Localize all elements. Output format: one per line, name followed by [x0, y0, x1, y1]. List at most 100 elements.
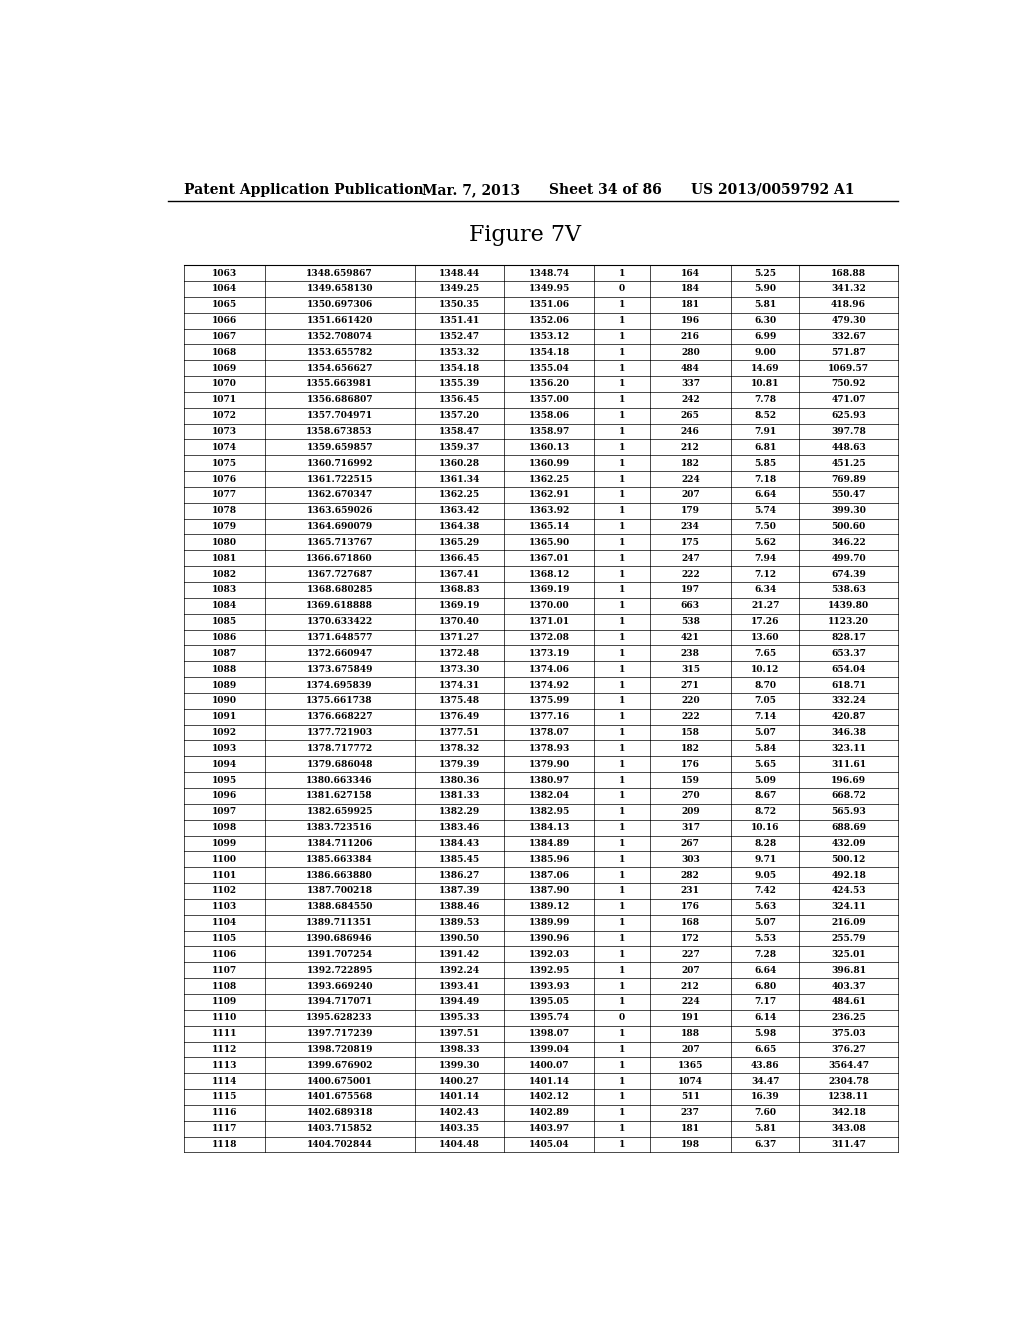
- Text: 1: 1: [618, 618, 625, 626]
- Text: 1116: 1116: [211, 1109, 237, 1117]
- Text: 16.39: 16.39: [751, 1093, 779, 1101]
- Text: 1351.661420: 1351.661420: [306, 315, 373, 325]
- Text: 1357.704971: 1357.704971: [306, 411, 373, 420]
- Text: 1: 1: [618, 554, 625, 562]
- Text: 1: 1: [618, 966, 625, 974]
- Text: 1106: 1106: [212, 950, 237, 958]
- Text: 1389.12: 1389.12: [528, 903, 570, 911]
- Text: 1364.38: 1364.38: [438, 523, 480, 531]
- Text: 1371.01: 1371.01: [528, 618, 569, 626]
- Text: 21.27: 21.27: [751, 602, 779, 610]
- Text: 484.61: 484.61: [831, 998, 866, 1006]
- Text: 1401.14: 1401.14: [528, 1077, 569, 1085]
- Text: 1405.04: 1405.04: [529, 1140, 569, 1148]
- Text: 181: 181: [681, 1125, 700, 1133]
- Text: 1349.95: 1349.95: [528, 284, 569, 293]
- Text: 181: 181: [681, 300, 700, 309]
- Text: 346.22: 346.22: [831, 539, 866, 546]
- Text: 1114: 1114: [212, 1077, 237, 1085]
- Text: 1383.46: 1383.46: [438, 824, 480, 832]
- Text: 1: 1: [618, 506, 625, 515]
- Text: 1097: 1097: [212, 808, 237, 816]
- Text: 1356.20: 1356.20: [528, 379, 569, 388]
- Text: 1110: 1110: [212, 1014, 237, 1022]
- Text: 159: 159: [681, 776, 699, 784]
- Text: 1392.722895: 1392.722895: [306, 966, 373, 974]
- Text: 6.30: 6.30: [754, 315, 776, 325]
- Text: 1359.659857: 1359.659857: [306, 442, 373, 451]
- Text: 1: 1: [618, 903, 625, 911]
- Text: 5.63: 5.63: [754, 903, 776, 911]
- Text: 1392.24: 1392.24: [439, 966, 480, 974]
- Text: 1393.41: 1393.41: [438, 982, 480, 990]
- Text: 1074: 1074: [678, 1077, 702, 1085]
- Text: 5.98: 5.98: [754, 1030, 776, 1038]
- Text: 451.25: 451.25: [831, 458, 866, 467]
- Text: 1: 1: [618, 681, 625, 689]
- Text: 1108: 1108: [212, 982, 237, 990]
- Text: 1403.97: 1403.97: [528, 1125, 569, 1133]
- Text: 1: 1: [618, 490, 625, 499]
- Text: 1365.29: 1365.29: [439, 539, 480, 546]
- Text: 1385.663384: 1385.663384: [306, 855, 373, 863]
- Text: 323.11: 323.11: [831, 744, 866, 752]
- Text: 191: 191: [681, 1014, 700, 1022]
- Text: 1387.39: 1387.39: [438, 887, 480, 895]
- Text: 1: 1: [618, 347, 625, 356]
- Text: 1: 1: [618, 744, 625, 752]
- Text: 1: 1: [618, 1061, 625, 1069]
- Text: 1092: 1092: [212, 729, 237, 737]
- Text: 7.05: 7.05: [755, 697, 776, 705]
- Text: 1366.45: 1366.45: [439, 554, 480, 562]
- Text: 500.60: 500.60: [831, 523, 865, 531]
- Text: 1066: 1066: [212, 315, 237, 325]
- Text: 1388.684550: 1388.684550: [306, 903, 373, 911]
- Text: 654.04: 654.04: [831, 665, 866, 673]
- Text: 479.30: 479.30: [831, 315, 866, 325]
- Text: 1348.74: 1348.74: [528, 268, 569, 277]
- Text: 1378.93: 1378.93: [528, 744, 570, 752]
- Text: 1072: 1072: [212, 411, 237, 420]
- Text: 1356.686807: 1356.686807: [306, 395, 373, 404]
- Text: 1348.659867: 1348.659867: [306, 268, 373, 277]
- Text: 1096: 1096: [212, 792, 237, 800]
- Text: 1090: 1090: [212, 697, 237, 705]
- Text: 346.38: 346.38: [831, 729, 866, 737]
- Text: 1398.33: 1398.33: [438, 1045, 480, 1053]
- Text: 1380.663346: 1380.663346: [306, 776, 373, 784]
- Text: 1115: 1115: [212, 1093, 237, 1101]
- Text: 1353.12: 1353.12: [528, 331, 569, 341]
- Text: 184: 184: [681, 284, 699, 293]
- Text: 242: 242: [681, 395, 699, 404]
- Text: 1400.07: 1400.07: [529, 1061, 569, 1069]
- Text: 1071: 1071: [212, 395, 237, 404]
- Text: 236.25: 236.25: [831, 1014, 866, 1022]
- Text: 511: 511: [681, 1093, 699, 1101]
- Text: 1: 1: [618, 331, 625, 341]
- Text: 1362.670347: 1362.670347: [306, 490, 373, 499]
- Text: 1: 1: [618, 315, 625, 325]
- Text: 1399.30: 1399.30: [439, 1061, 480, 1069]
- Text: 538.63: 538.63: [831, 586, 866, 594]
- Text: 1: 1: [618, 1045, 625, 1053]
- Text: 7.94: 7.94: [754, 554, 776, 562]
- Text: 13.60: 13.60: [751, 634, 779, 642]
- Text: 1: 1: [618, 458, 625, 467]
- Text: 1398.07: 1398.07: [528, 1030, 569, 1038]
- Text: 828.17: 828.17: [831, 634, 866, 642]
- Text: 1377.721903: 1377.721903: [306, 729, 373, 737]
- Text: 1389.99: 1389.99: [528, 919, 570, 927]
- Text: 5.25: 5.25: [755, 268, 776, 277]
- Text: 432.09: 432.09: [831, 840, 866, 847]
- Text: 5.09: 5.09: [755, 776, 776, 784]
- Text: 337: 337: [681, 379, 699, 388]
- Text: 424.53: 424.53: [831, 887, 866, 895]
- Text: 420.87: 420.87: [831, 713, 866, 721]
- Text: 1399.676902: 1399.676902: [306, 1061, 373, 1069]
- Text: 168: 168: [681, 919, 700, 927]
- Text: 376.27: 376.27: [831, 1045, 866, 1053]
- Text: 158: 158: [681, 729, 699, 737]
- Text: 1392.03: 1392.03: [528, 950, 569, 958]
- Text: 1358.47: 1358.47: [439, 426, 480, 436]
- Text: 1382.659925: 1382.659925: [306, 808, 373, 816]
